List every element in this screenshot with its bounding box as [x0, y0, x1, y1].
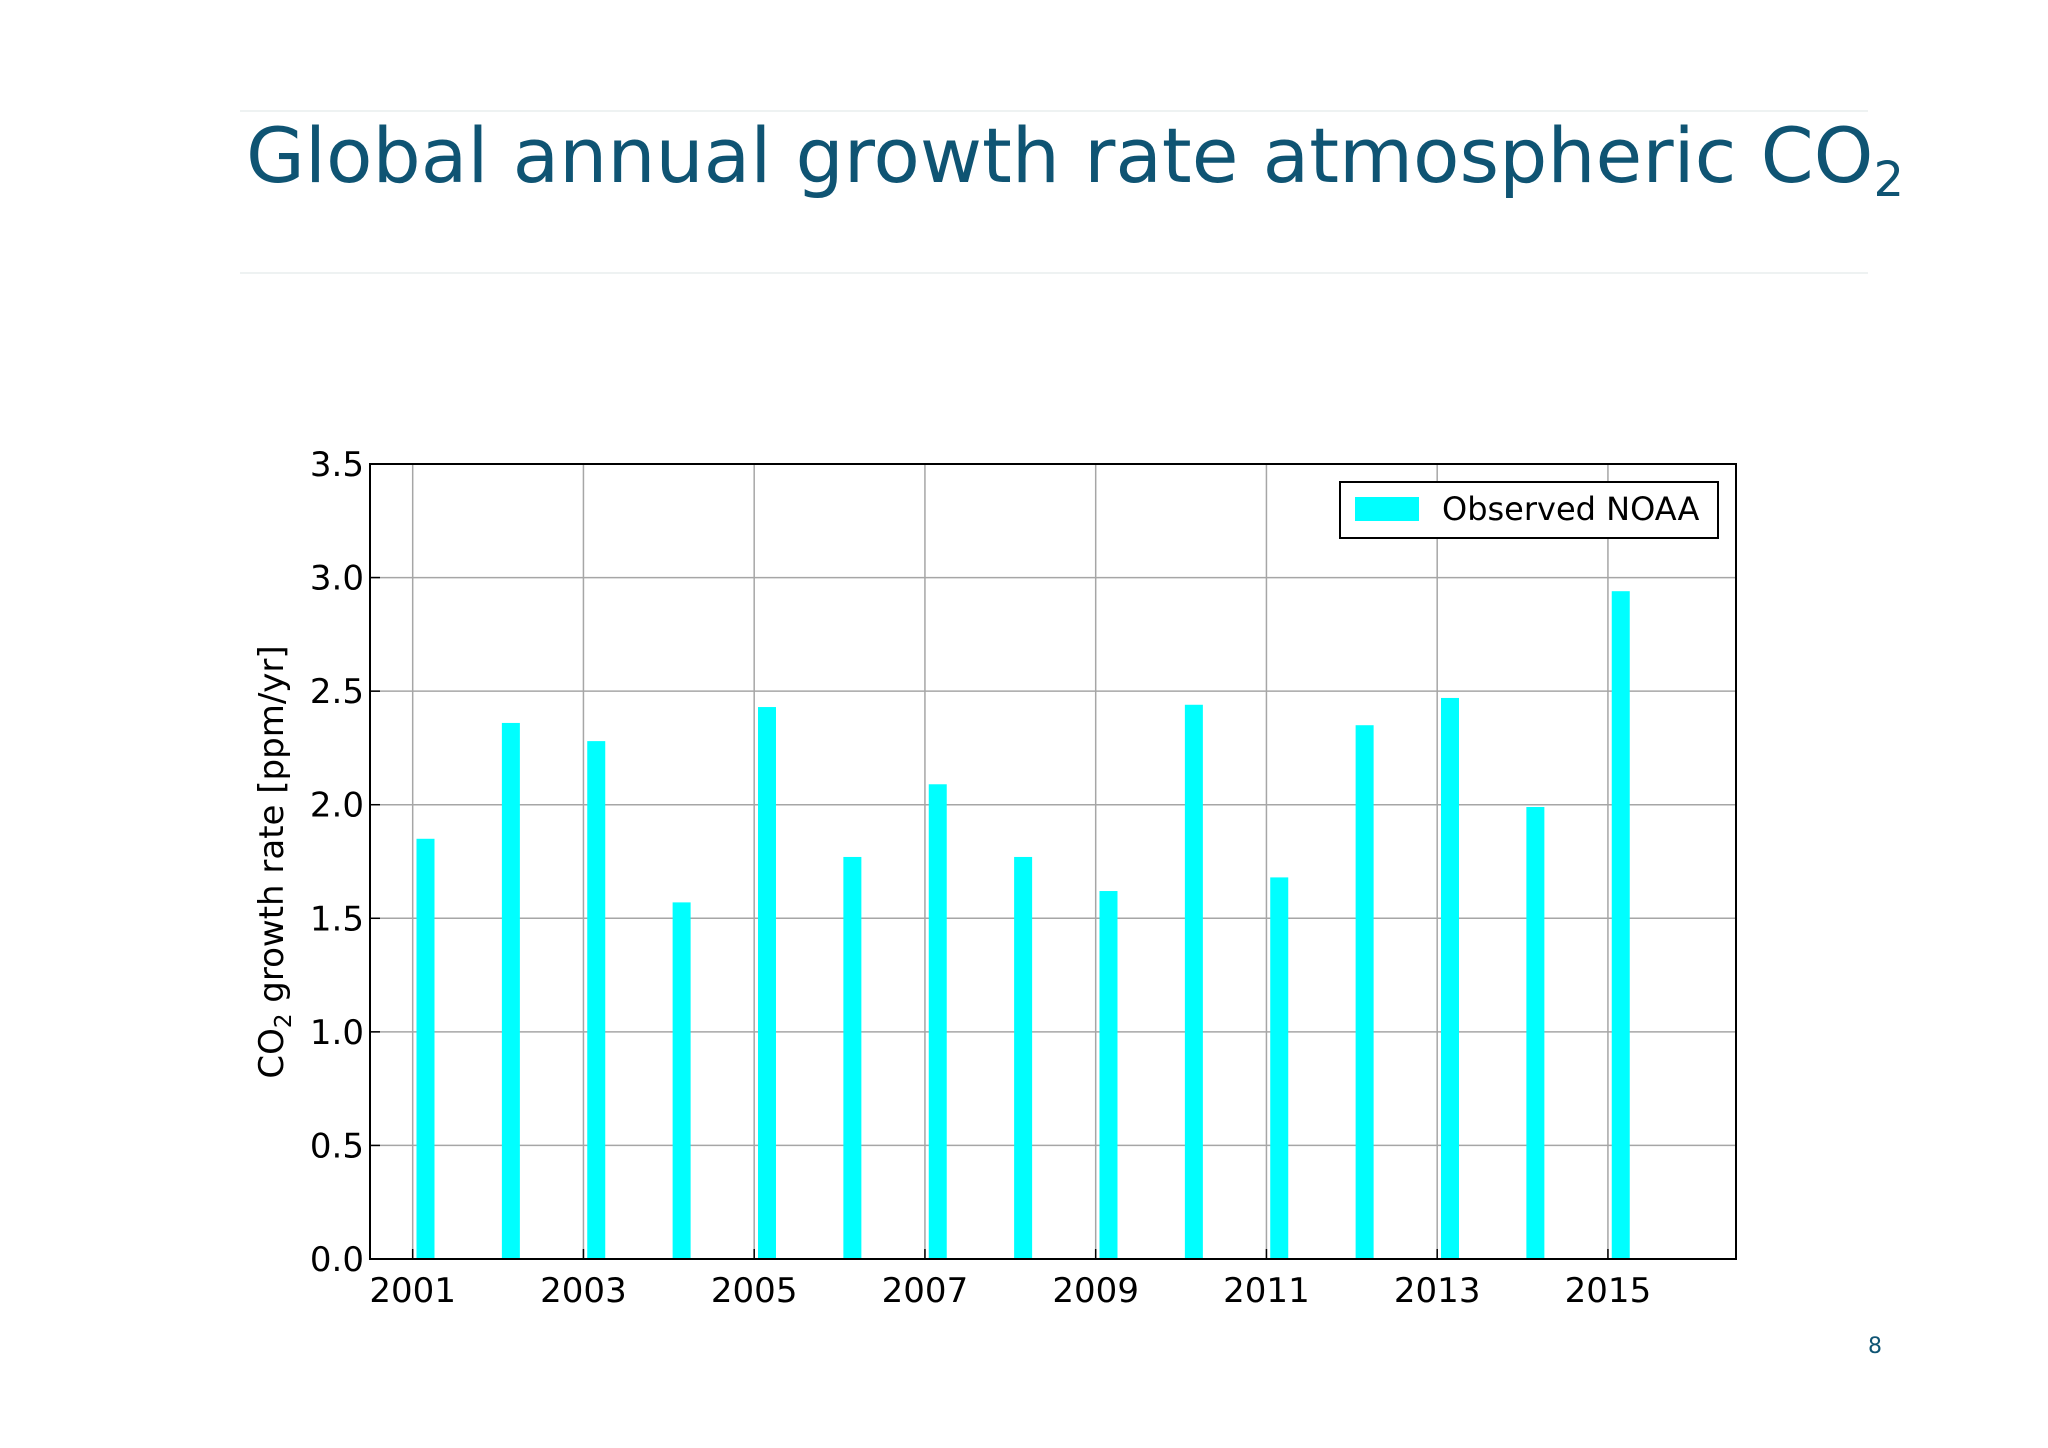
bar-2006 — [843, 856, 862, 1259]
bar-2001 — [416, 838, 435, 1259]
slide-title: Global annual growth rate atmospheric CO… — [246, 110, 1904, 210]
bar-series — [416, 591, 1630, 1259]
x-tick-label-2001: 2001 — [369, 1271, 456, 1311]
y-tick-label-4: 2.0 — [310, 786, 364, 826]
y-tick-label-7: 3.5 — [310, 445, 364, 485]
x-tick-label-2015: 2015 — [1565, 1271, 1652, 1311]
slide-title-text: Global annual growth rate atmospheric CO — [246, 111, 1874, 200]
y-tick-labels: 0.0 0.5 1.0 1.5 2.0 2.5 3.0 3.5 — [310, 445, 380, 1280]
slide-title-subscript: 2 — [1873, 152, 1905, 208]
x-tick-label-2013: 2013 — [1394, 1271, 1481, 1311]
y-tick-label-3: 1.5 — [310, 899, 364, 939]
bar-2004 — [672, 902, 691, 1259]
bar-2010 — [1184, 704, 1203, 1259]
bar-2011 — [1270, 877, 1289, 1259]
legend-swatch — [1355, 497, 1419, 521]
page-number: 8 — [1868, 1334, 1882, 1359]
plot-frame — [369, 463, 1737, 1260]
legend-label: Observed NOAA — [1442, 490, 1699, 528]
y-axis-label-rest: growth rate [ppm/yr] — [252, 645, 292, 1013]
x-tick-label-2003: 2003 — [540, 1271, 627, 1311]
x-tick-label-2009: 2009 — [1052, 1271, 1139, 1311]
y-tick-label-6: 3.0 — [310, 559, 364, 599]
bar-2002 — [501, 722, 520, 1259]
legend: Observed NOAA — [1339, 481, 1719, 539]
bar-2008 — [1014, 856, 1033, 1259]
title-rule-bottom — [240, 272, 1868, 274]
bar-2003 — [587, 741, 606, 1259]
bar-2014 — [1526, 806, 1545, 1259]
x-tick-labels: 2001 2003 2005 2007 2009 2011 2013 2015 — [369, 1249, 1651, 1311]
y-tick-label-0: 0.0 — [310, 1240, 364, 1280]
y-axis-label-subscript: 2 — [271, 1014, 297, 1029]
y-axis-label: CO2 growth rate [ppm/yr] — [252, 645, 297, 1078]
bar-2015 — [1611, 591, 1630, 1259]
x-tick-label-2005: 2005 — [711, 1271, 798, 1311]
bar-2005 — [757, 707, 776, 1259]
y-axis-label-main: CO — [252, 1028, 292, 1079]
y-tick-label-2: 1.0 — [310, 1013, 364, 1053]
y-tick-label-5: 2.5 — [310, 672, 364, 712]
y-tick-label-1: 0.5 — [310, 1126, 364, 1166]
bar-2013 — [1440, 697, 1459, 1259]
x-tick-label-2007: 2007 — [882, 1271, 969, 1311]
bar-2007 — [928, 784, 947, 1259]
bar-2009 — [1099, 891, 1118, 1259]
title-rule-top — [240, 110, 1868, 112]
bar-2012 — [1355, 725, 1374, 1259]
x-tick-label-2011: 2011 — [1223, 1271, 1310, 1311]
